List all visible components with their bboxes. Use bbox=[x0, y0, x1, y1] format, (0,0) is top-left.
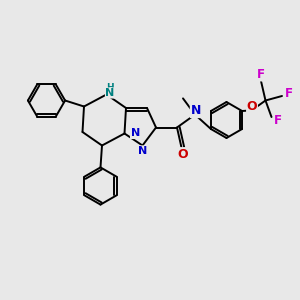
Text: O: O bbox=[177, 148, 188, 161]
Text: N: N bbox=[139, 146, 148, 156]
Text: N: N bbox=[190, 104, 201, 118]
Text: H: H bbox=[106, 82, 114, 91]
Text: F: F bbox=[256, 68, 264, 81]
Text: N: N bbox=[106, 88, 115, 98]
Text: F: F bbox=[274, 114, 282, 127]
Text: N: N bbox=[130, 128, 140, 139]
Text: F: F bbox=[285, 87, 292, 100]
Text: O: O bbox=[247, 100, 257, 113]
